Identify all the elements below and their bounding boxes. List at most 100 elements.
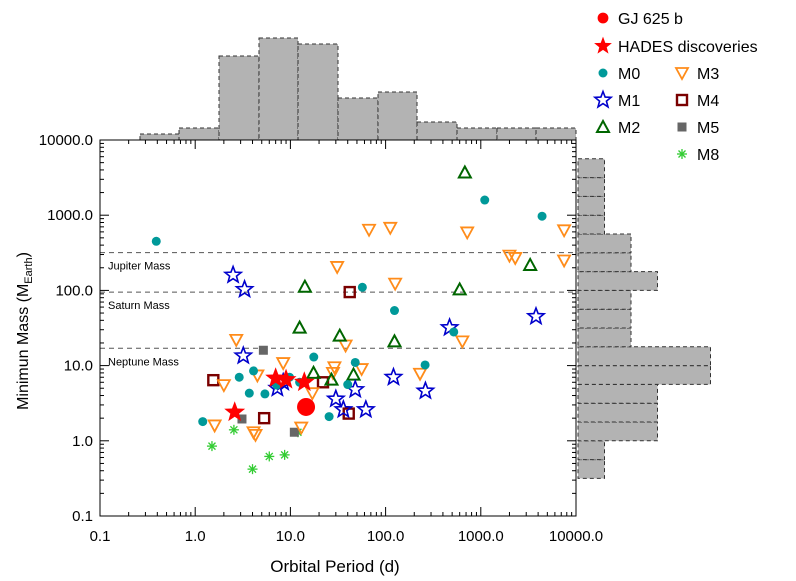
- right-histogram-bar: [577, 459, 605, 479]
- point-m0: [198, 417, 208, 427]
- y-axis-label-close: ): [15, 252, 32, 257]
- point-m2: [323, 371, 340, 386]
- top-histogram: [139, 37, 577, 141]
- point-m3: [207, 419, 223, 434]
- legend-marker-shape: [594, 36, 612, 54]
- right-histogram-bar: [577, 421, 658, 442]
- y-tick-label: 1.0: [72, 433, 93, 450]
- point-m0: [249, 366, 259, 376]
- right-histogram: [577, 158, 711, 479]
- point-hades-discoveries: [265, 367, 287, 388]
- y-tick-label: 1000.0: [47, 207, 93, 224]
- point-m0: [151, 236, 161, 246]
- legend-label: M3: [697, 66, 719, 83]
- point-m2: [457, 164, 473, 179]
- legend-marker-shape: [674, 67, 690, 81]
- top-histogram-bar: [496, 127, 537, 141]
- point-m4: [207, 373, 220, 387]
- legend-entry: M5: [677, 120, 719, 137]
- point-m3: [459, 226, 475, 241]
- legend-entry: M3: [674, 66, 719, 83]
- point-m2: [522, 256, 538, 271]
- point-m8: [264, 451, 275, 462]
- x-tick-label: 1000.0: [458, 528, 504, 545]
- legend-marker: [675, 93, 689, 107]
- legend-marker: [598, 68, 608, 78]
- point-m0: [343, 380, 353, 390]
- top-histogram-bar: [416, 121, 458, 141]
- point-m1: [222, 264, 244, 284]
- point-m3: [382, 221, 398, 236]
- point-m3: [338, 339, 354, 354]
- point-m0: [537, 211, 547, 221]
- point-m3: [454, 335, 470, 350]
- right-histogram-bar: [577, 402, 658, 423]
- right-histogram-bar: [577, 346, 711, 367]
- legend-marker-shape: [597, 12, 609, 24]
- right-histogram-bar: [577, 252, 632, 273]
- legend-entry: M2: [595, 118, 640, 137]
- point-m5: [289, 427, 299, 437]
- legend-marker: [597, 12, 609, 24]
- point-m3: [556, 224, 572, 239]
- point-gj-625-b: [297, 397, 316, 416]
- point-m4: [257, 411, 271, 425]
- point-m2: [451, 281, 468, 296]
- point-m0: [234, 372, 244, 382]
- right-histogram-bar: [577, 271, 658, 291]
- point-m0: [480, 195, 490, 205]
- top-histogram-bar: [535, 127, 577, 141]
- y-axis-label: Minimun Mass (MEarth): [15, 252, 35, 410]
- top-histogram-bar: [139, 133, 180, 141]
- point-m0: [357, 282, 367, 292]
- y-axis-label-main: Minimun Mass (M: [15, 284, 32, 410]
- point-m0: [244, 388, 254, 398]
- x-tick-label: 10000.0: [549, 528, 603, 545]
- top-histogram-bar: [456, 127, 498, 141]
- legend-entry: M0: [598, 66, 640, 83]
- point-m8: [228, 424, 239, 435]
- y-axis-label-sub: Earth: [23, 257, 35, 283]
- legend-label: M4: [697, 93, 719, 110]
- legend-label: M0: [618, 66, 640, 83]
- point-hades-discoveries: [275, 368, 297, 389]
- point-m3: [216, 379, 232, 394]
- legend-label: M2: [618, 120, 640, 137]
- point-m2: [332, 327, 348, 342]
- top-histogram-bar: [337, 97, 379, 141]
- y-tick-label: 10.0: [64, 358, 93, 375]
- point-m1: [233, 345, 254, 365]
- data-points: [151, 164, 572, 475]
- y-tick-label: 10000.0: [39, 132, 93, 149]
- legend-marker: [594, 36, 612, 54]
- right-histogram-bar: [577, 233, 632, 254]
- point-m1: [333, 398, 354, 419]
- top-histogram-bar: [377, 91, 418, 141]
- legend-marker: [677, 149, 687, 159]
- point-m3: [304, 387, 320, 402]
- right-histogram-bar: [577, 177, 605, 197]
- point-m5: [258, 345, 268, 355]
- point-m1: [525, 305, 547, 326]
- point-m3: [412, 367, 428, 382]
- legend-marker-shape: [677, 149, 687, 159]
- point-m8: [206, 441, 217, 452]
- right-histogram-bar: [577, 195, 605, 216]
- right-histogram-bar: [577, 158, 605, 179]
- point-m3: [293, 421, 309, 436]
- point-m2: [345, 366, 362, 381]
- point-m3: [275, 357, 291, 371]
- point-m2: [297, 278, 313, 293]
- right-histogram-bar: [577, 289, 632, 310]
- point-m3: [354, 363, 370, 377]
- reference-line-label: Saturn Mass: [108, 300, 170, 312]
- point-m3: [326, 361, 342, 376]
- legend-entry: M4: [675, 93, 719, 110]
- x-tick-label: 1.0: [185, 528, 206, 545]
- legend-marker: [674, 67, 690, 81]
- point-m3: [329, 261, 345, 275]
- right-histogram-bar: [577, 327, 632, 348]
- y-tick-label: 100.0: [55, 282, 93, 299]
- point-m1: [415, 380, 436, 400]
